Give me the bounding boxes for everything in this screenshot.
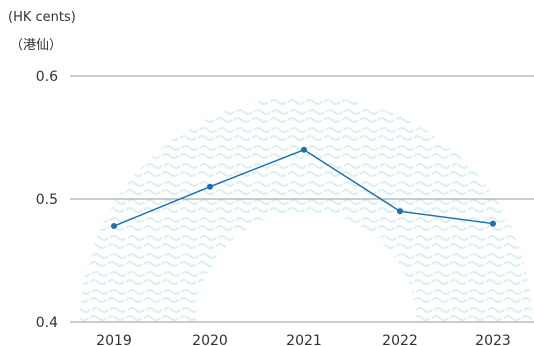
data-point-2021 <box>301 146 307 153</box>
background-decorative-arc <box>80 96 532 323</box>
x-tick-label: 2023 <box>475 333 511 346</box>
series <box>111 146 496 230</box>
x-axis-ticks: 2019 2020 2021 2022 2023 <box>96 333 511 346</box>
data-point-2022 <box>397 208 403 215</box>
y-axis-ticks: 0.4 0.5 0.6 <box>36 69 58 331</box>
grid-lines <box>70 75 534 323</box>
y-unit-label-chinese: （港仙） <box>10 38 63 53</box>
y-tick-label: 0.6 <box>36 69 58 85</box>
y-tick-label: 0.5 <box>36 192 58 208</box>
x-tick-label: 2020 <box>192 333 228 346</box>
data-point-2020 <box>207 183 213 190</box>
x-tick-label: 2022 <box>382 333 418 346</box>
data-point-2019 <box>111 223 117 230</box>
y-unit-label-english: (HK cents) <box>8 10 76 25</box>
x-tick-label: 2021 <box>286 333 322 346</box>
x-tick-label: 2019 <box>96 333 132 346</box>
data-point-2023 <box>490 220 496 227</box>
y-tick-label: 0.4 <box>36 315 58 331</box>
